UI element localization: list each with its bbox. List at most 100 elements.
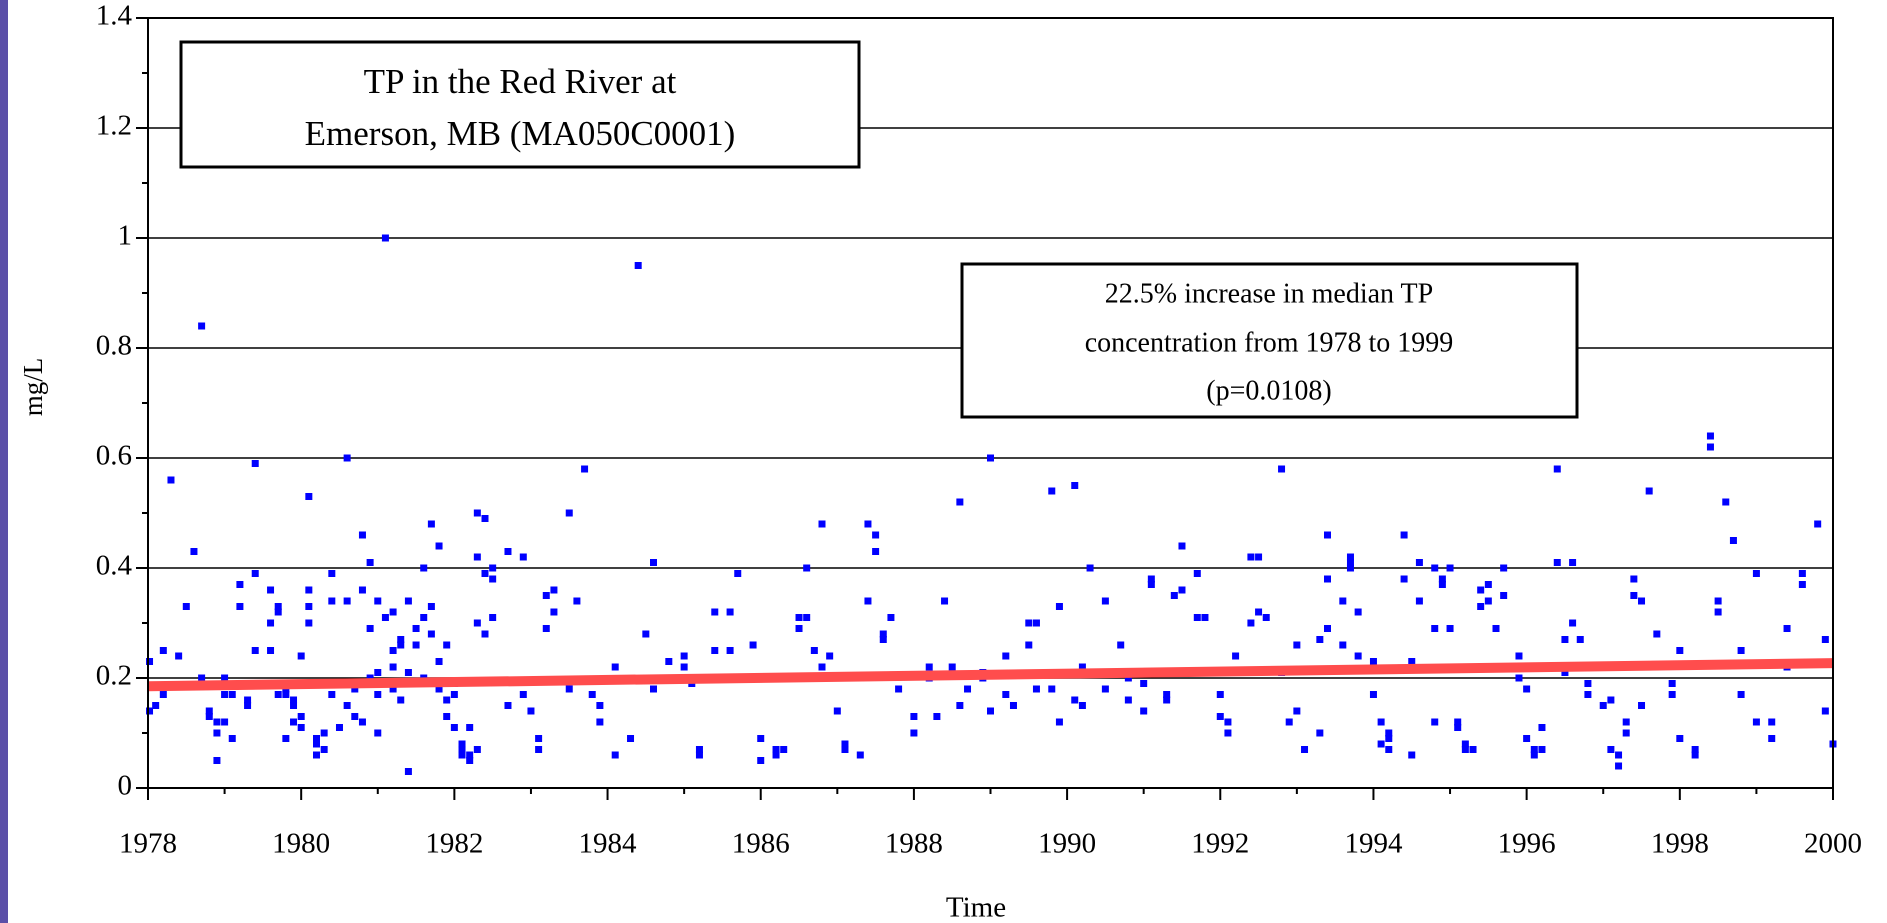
point	[1339, 597, 1347, 605]
point	[1668, 691, 1676, 698]
point	[458, 740, 466, 748]
point	[1178, 542, 1186, 550]
point	[213, 729, 221, 737]
point	[328, 570, 336, 577]
point	[1576, 636, 1584, 643]
point	[443, 641, 451, 649]
point	[1438, 581, 1446, 588]
point	[290, 702, 298, 709]
point	[956, 702, 964, 709]
point	[749, 641, 757, 649]
title-box	[179, 40, 861, 169]
point	[351, 685, 359, 693]
point	[1438, 575, 1446, 583]
point	[366, 559, 374, 566]
point	[964, 685, 972, 693]
point	[504, 702, 512, 709]
point	[841, 746, 849, 753]
point	[1193, 570, 1201, 577]
point	[358, 718, 366, 726]
point	[290, 696, 298, 704]
y-tick-label: 1.4	[96, 0, 133, 32]
axes: 0 0.2 0.4 0.6 0.8 1 1.2 1.4 1978 1980 1982 1984 1986…	[96, 0, 1862, 860]
point	[1170, 592, 1178, 599]
x-tick-label: 1984	[579, 828, 638, 860]
point	[1676, 735, 1684, 742]
point	[1523, 685, 1531, 693]
point	[473, 553, 481, 561]
point	[1722, 498, 1730, 506]
point	[527, 707, 535, 715]
point	[1101, 685, 1109, 693]
point	[1324, 575, 1331, 583]
point	[313, 735, 320, 742]
point	[1002, 652, 1010, 660]
point	[374, 691, 382, 698]
point	[1140, 707, 1148, 715]
point	[1454, 724, 1462, 731]
point	[489, 575, 497, 583]
point	[397, 636, 405, 643]
point	[1078, 663, 1086, 671]
point	[1032, 619, 1040, 627]
point	[297, 652, 305, 660]
point	[389, 663, 397, 671]
point	[1584, 691, 1592, 698]
point	[1377, 718, 1385, 726]
point	[726, 608, 734, 616]
point	[856, 751, 864, 759]
point	[1714, 597, 1722, 605]
point	[1553, 559, 1561, 566]
point	[519, 553, 527, 561]
point	[1484, 597, 1492, 605]
point	[1737, 647, 1745, 654]
point	[1071, 482, 1079, 489]
point	[1048, 685, 1056, 693]
point	[228, 691, 236, 698]
point	[1454, 718, 1462, 726]
point	[879, 636, 887, 643]
point	[910, 713, 918, 720]
point	[734, 570, 742, 577]
point	[146, 707, 154, 715]
point	[1691, 751, 1699, 759]
point	[1255, 608, 1263, 616]
point	[1798, 570, 1806, 577]
point	[872, 531, 880, 539]
point	[427, 520, 435, 528]
point	[351, 713, 359, 720]
point	[933, 713, 941, 720]
point	[435, 542, 443, 550]
point	[611, 663, 619, 671]
x-tick-label: 2000	[1804, 828, 1862, 860]
point	[313, 751, 320, 759]
point	[1346, 553, 1354, 561]
point	[818, 520, 826, 528]
point	[427, 630, 435, 638]
point	[167, 476, 175, 484]
point	[1638, 702, 1646, 709]
y-tick-label: 0.4	[96, 550, 133, 582]
point	[1706, 443, 1714, 451]
point	[213, 718, 221, 726]
point	[282, 691, 290, 698]
point	[1078, 702, 1086, 709]
point	[872, 548, 880, 555]
point	[328, 597, 336, 605]
point	[535, 746, 543, 753]
point	[1737, 691, 1745, 698]
point	[251, 460, 259, 467]
point	[864, 520, 872, 528]
point	[1630, 592, 1638, 599]
point	[1607, 746, 1615, 753]
point	[420, 614, 428, 621]
point	[466, 757, 474, 764]
point	[305, 586, 313, 594]
point	[1431, 718, 1439, 726]
point	[420, 564, 428, 572]
point	[1553, 465, 1561, 473]
point	[305, 603, 313, 610]
point	[481, 630, 489, 638]
point	[159, 691, 167, 698]
point	[1408, 751, 1416, 759]
